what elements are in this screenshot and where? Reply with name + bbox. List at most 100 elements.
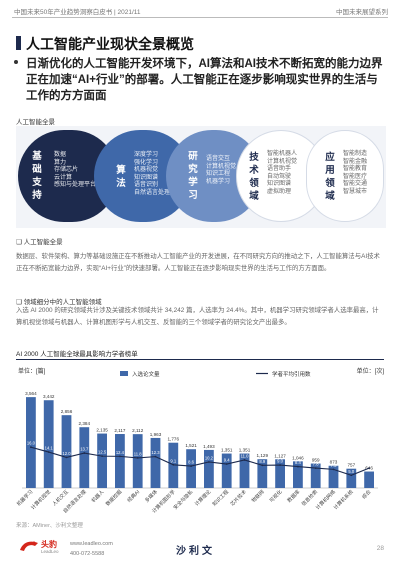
bar: [61, 415, 72, 488]
bar: [132, 434, 143, 488]
legend-swatch-papers: [120, 371, 128, 376]
footer-contact: www.leadleo.com 400-072-5588: [70, 539, 113, 559]
bar-value-label: 1,351: [239, 448, 251, 453]
stage-item: 语音交互: [206, 156, 231, 162]
x-tick-label: 可视化: [268, 488, 284, 504]
stage-item: 计算机视觉: [267, 158, 298, 165]
page-number: 28: [376, 545, 384, 552]
bar: [275, 459, 285, 488]
bar-value-label: 2,135: [96, 428, 108, 433]
citation-point: [65, 456, 68, 459]
x-tick-label: 经典AI: [126, 488, 141, 503]
citation-point: [368, 467, 370, 470]
citation-point: [30, 446, 32, 449]
line-value-label: 7.3: [331, 463, 337, 468]
footer-brand: 沙利文: [176, 546, 215, 557]
citation-point: [172, 463, 175, 466]
x-tick-label: 多媒体: [143, 488, 159, 504]
stage-item: 智能教育: [343, 166, 368, 172]
x-tick-label: 知识工程: [211, 488, 230, 507]
stage-item: 智能医疗: [343, 173, 368, 180]
stage-item: 自然语言处理: [134, 189, 171, 196]
line-value-label: 8.9: [259, 459, 265, 464]
citation-point: [261, 464, 264, 467]
citation-point: [225, 463, 228, 465]
stage-items: 智能机器人 计算机视觉 语音助手 自动驾驶 知识图谱 虚拟助理: [267, 151, 297, 196]
section-heading: ❑ 领域细分中的人工智能领域: [16, 296, 102, 306]
bar: [239, 453, 250, 488]
chart-source: 来源：AMiner、沙利文整理: [16, 523, 83, 529]
stage-item: 智能制造: [343, 151, 368, 157]
flow-label: 人工智能全景: [16, 119, 55, 126]
x-tick-label: 数据库: [286, 488, 302, 504]
citation-point: [119, 455, 121, 458]
line-value-label: 14.1: [45, 446, 54, 451]
square-bullet-icon: ❑: [16, 299, 24, 306]
line-value-label: 11.8: [134, 451, 143, 456]
line-value-label: 9.4: [224, 458, 230, 463]
line-value-label: 16.0: [27, 441, 36, 446]
bar: [310, 463, 321, 488]
chart-unit-left: 单位：[篇]: [18, 369, 46, 375]
stage-item: 计算机视觉: [206, 163, 237, 170]
stage-items: 深度学习 强化学习 机器视觉 知识图谱 语音识别 自然语言处理: [134, 152, 170, 197]
stage-label: 基础支持: [32, 151, 42, 201]
stage-item: 智能机器人: [267, 151, 298, 157]
bar: [364, 471, 374, 488]
citation-point: [297, 465, 299, 468]
bar-value-label: 873: [330, 460, 338, 465]
bar-value-label: 757: [347, 463, 355, 468]
stage-items: 语音交互 计算机视觉 知识工程 机器学习: [206, 156, 236, 186]
stage-label: 研究学习: [188, 151, 198, 201]
flow-stage-application: 应用领域 智能制造 智能金融 智能教育 智能医疗 智能交通 智慧城市: [306, 130, 384, 222]
stage-item: 智能金融: [343, 158, 368, 165]
bar-value-label: 2,384: [79, 421, 91, 426]
bar: [257, 459, 268, 488]
bar: [186, 449, 196, 488]
citation-point: [350, 474, 353, 477]
stage-item: 智慧城市: [343, 188, 368, 195]
stage-item: 机器视觉: [134, 167, 159, 173]
citation-point: [154, 455, 157, 458]
legend-label-papers: 入选论文量: [132, 370, 160, 378]
stage-item: 智能交通: [343, 181, 368, 187]
citation-line: [30, 446, 370, 476]
footer-logo-text: 头豹: [41, 540, 57, 549]
bar-value-label: 2,117: [114, 428, 126, 433]
stage-item: 知识图谱: [267, 181, 292, 187]
header-report-title: 中国未来50年产业趋势洞察白皮书 | 2021/11: [14, 9, 141, 16]
bullet-dot-icon: [14, 60, 18, 64]
legend-label-citations: 学者平均引用数: [272, 370, 311, 378]
header-series-name: 中国未来展望系列: [336, 9, 388, 16]
stage-label: 应用领域: [325, 152, 335, 202]
citation-point: [83, 452, 86, 454]
chart-unit-right: 单位：[次]: [356, 369, 384, 375]
bar-value-label: 2,856: [61, 409, 73, 414]
stage-item: 深度学习: [134, 152, 159, 158]
chart-title: AI 2000 人工智能全球最具影响力学者榜单: [16, 351, 138, 358]
bar-line-chart: 入选论文量 学者平均引用数3,56416.0机器学习3,44214.1计算机视觉2…: [16, 370, 378, 515]
footer-phone: 400-072-5588: [70, 551, 105, 557]
line-value-label: 7.8: [313, 462, 319, 467]
x-tick-label: 物联网: [250, 488, 266, 504]
stage-item: 自动驾驶: [267, 173, 292, 180]
bar: [26, 397, 36, 488]
lead-bullet: 日渐优化的人工智能开发环境下，AI算法和AI技术不断拓宽的能力边界正在加速“AI…: [14, 56, 388, 104]
citation-point: [190, 465, 193, 467]
line-value-label: 12.4: [116, 450, 125, 455]
line-value-label: 12.5: [98, 450, 107, 455]
leopard-logo-icon: [20, 541, 38, 551]
bar-value-label: 1,351: [221, 448, 233, 453]
bar: [115, 434, 125, 488]
x-tick-label: 计算理论: [193, 488, 212, 507]
citation-point: [279, 464, 281, 466]
footer-website-link[interactable]: www.leadleo.com: [70, 541, 113, 547]
line-value-label: 9.0: [277, 459, 283, 464]
stage-items: 数据 算力 存储芯片 云计算 感知与处理平台: [54, 152, 96, 190]
bar: [150, 437, 161, 488]
line-value-label: 10.2: [205, 455, 214, 460]
stage-label: 算法: [116, 165, 126, 189]
stage-item: 强化学习: [134, 159, 159, 166]
section-title: 领域细分中的人工智能领域: [23, 299, 102, 306]
stage-item: 知识图谱: [134, 174, 159, 181]
